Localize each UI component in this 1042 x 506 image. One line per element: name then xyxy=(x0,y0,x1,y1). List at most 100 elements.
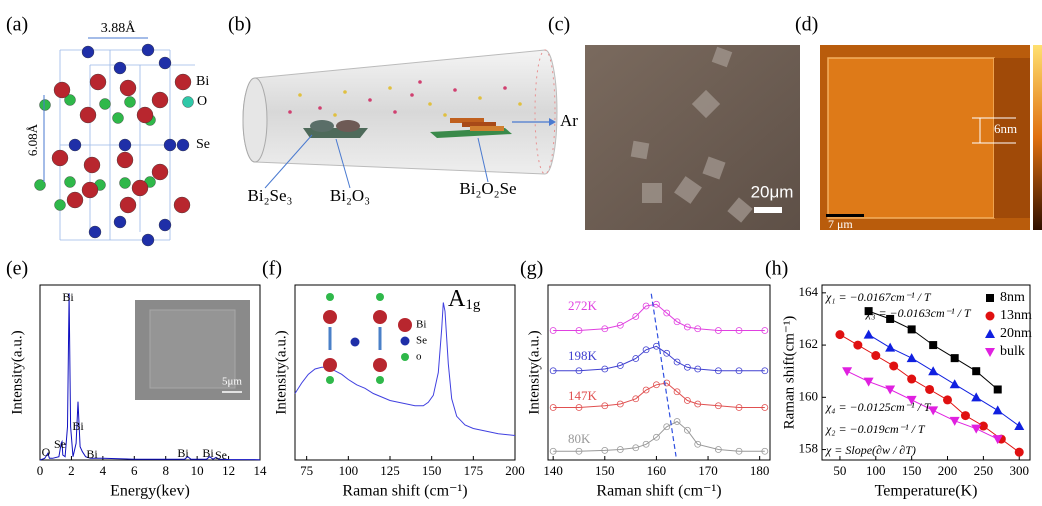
x-tick-label: 170 xyxy=(698,463,718,478)
marker xyxy=(971,425,981,434)
source-bi2o3 xyxy=(336,120,360,132)
marker xyxy=(864,378,874,387)
x-tick-label: 200 xyxy=(505,463,525,478)
marker xyxy=(950,417,960,426)
peak-label: Bi xyxy=(86,447,98,461)
marker xyxy=(835,330,844,339)
tube-end xyxy=(243,78,267,162)
x-tick-label: 150 xyxy=(595,463,615,478)
scale-bar-label: 5μm xyxy=(222,376,242,388)
annotation: χ = Slope(∂w / ∂T) xyxy=(825,443,916,457)
vapor-dot xyxy=(518,102,522,106)
vapor-dot xyxy=(428,102,432,106)
atom-se xyxy=(82,46,94,58)
x-tick-label: 6 xyxy=(131,463,138,478)
atom-bi xyxy=(67,192,83,208)
atom-bi xyxy=(152,92,168,108)
marker xyxy=(943,395,952,404)
y-tick-label: 162 xyxy=(799,336,819,351)
product-label: Bi₂O₂Se xyxy=(459,179,516,198)
panel-label: (e) xyxy=(6,258,28,280)
marker xyxy=(842,367,852,376)
marker xyxy=(907,353,917,362)
peak-label: Se xyxy=(54,437,66,451)
afm-flake xyxy=(828,58,994,218)
marker xyxy=(971,392,981,401)
legend-label: 13nm xyxy=(1000,308,1032,323)
x-tick-label: 10 xyxy=(191,463,204,478)
series-label: 272K xyxy=(568,298,598,313)
x-tick-label: 180 xyxy=(750,463,770,478)
atom-o xyxy=(55,200,66,211)
x-tick-label: 300 xyxy=(1009,463,1029,478)
x-tick-label: 100 xyxy=(339,463,359,478)
vapor-dot xyxy=(368,98,372,102)
atom-o xyxy=(113,113,124,124)
vapor-dot xyxy=(343,90,347,94)
optical-image xyxy=(585,45,800,230)
atom-bi xyxy=(120,80,136,96)
y-tick-label: 160 xyxy=(799,388,819,403)
marker xyxy=(1015,448,1024,457)
scale-bar-label: 7 μm xyxy=(828,217,853,231)
x-tick-label: 8 xyxy=(162,463,169,478)
atom-se xyxy=(164,139,176,151)
legend-atom-se xyxy=(177,139,189,151)
x-tick-label: 12 xyxy=(222,463,235,478)
vapor-dot xyxy=(503,86,507,90)
marker xyxy=(972,367,980,375)
atom-o xyxy=(326,376,334,384)
series-label: 198K xyxy=(568,348,598,363)
vapor-dot xyxy=(333,113,337,117)
legend-atom xyxy=(401,353,409,361)
legend-marker xyxy=(986,312,995,321)
atom-se xyxy=(142,234,154,246)
annotation: χ₄ = −0.0125cm⁻¹ / T xyxy=(825,400,932,414)
peak-label: O xyxy=(42,445,51,459)
marker xyxy=(885,343,895,352)
atom-o xyxy=(100,99,111,110)
x-tick-label: 140 xyxy=(543,463,563,478)
x-axis-label: Raman shift (cm⁻¹) xyxy=(342,483,467,500)
atom-bi xyxy=(52,150,68,166)
legend-label: 20nm xyxy=(1000,326,1032,341)
legend-marker xyxy=(985,348,995,357)
peak-label: Bi xyxy=(62,290,74,304)
atom-bi xyxy=(84,157,100,173)
atom-bi xyxy=(373,310,387,324)
atom-legend-label: Se xyxy=(196,137,210,152)
vapor-dot xyxy=(288,110,292,114)
atom-se xyxy=(119,139,131,151)
y-axis-label: Raman shift(cm⁻¹) xyxy=(781,316,797,430)
x-tick-label: 150 xyxy=(902,463,922,478)
precursor-label: Bi₂Se₃ xyxy=(248,186,293,205)
peak-label: Bi xyxy=(202,446,214,460)
mode-label: A1g xyxy=(448,286,481,314)
x-tick-label: 0 xyxy=(37,463,44,478)
vapor-dot xyxy=(393,110,397,114)
atom-bi xyxy=(174,197,190,213)
afm-step xyxy=(994,58,1030,218)
scale-bar-label: 20μm xyxy=(751,182,794,201)
series-label: 80K xyxy=(568,431,591,446)
y-axis-label: Intensity(a.u.) xyxy=(273,330,289,414)
x-tick-label: 2 xyxy=(68,463,75,478)
marker xyxy=(908,325,916,333)
mode-sub: 1g xyxy=(465,297,481,313)
marker xyxy=(889,361,898,370)
annotation: χ₃ = −0.0163cm⁻¹ / T xyxy=(865,306,972,320)
atom-legend-label: O xyxy=(197,94,207,109)
atom-se xyxy=(114,216,126,228)
gas-label: Ar xyxy=(560,111,578,130)
marker xyxy=(1014,421,1024,430)
vapor-dot xyxy=(478,96,482,100)
legend-marker xyxy=(985,329,995,338)
atom-se xyxy=(114,62,126,74)
legend-atom-bi xyxy=(175,74,191,90)
vapor-dot xyxy=(453,88,457,92)
atom-bi xyxy=(80,107,96,123)
atom-bi xyxy=(137,107,153,123)
mode-base: A xyxy=(448,286,466,312)
atom-se xyxy=(69,139,81,151)
atom-legend-label: Bi xyxy=(416,319,426,331)
